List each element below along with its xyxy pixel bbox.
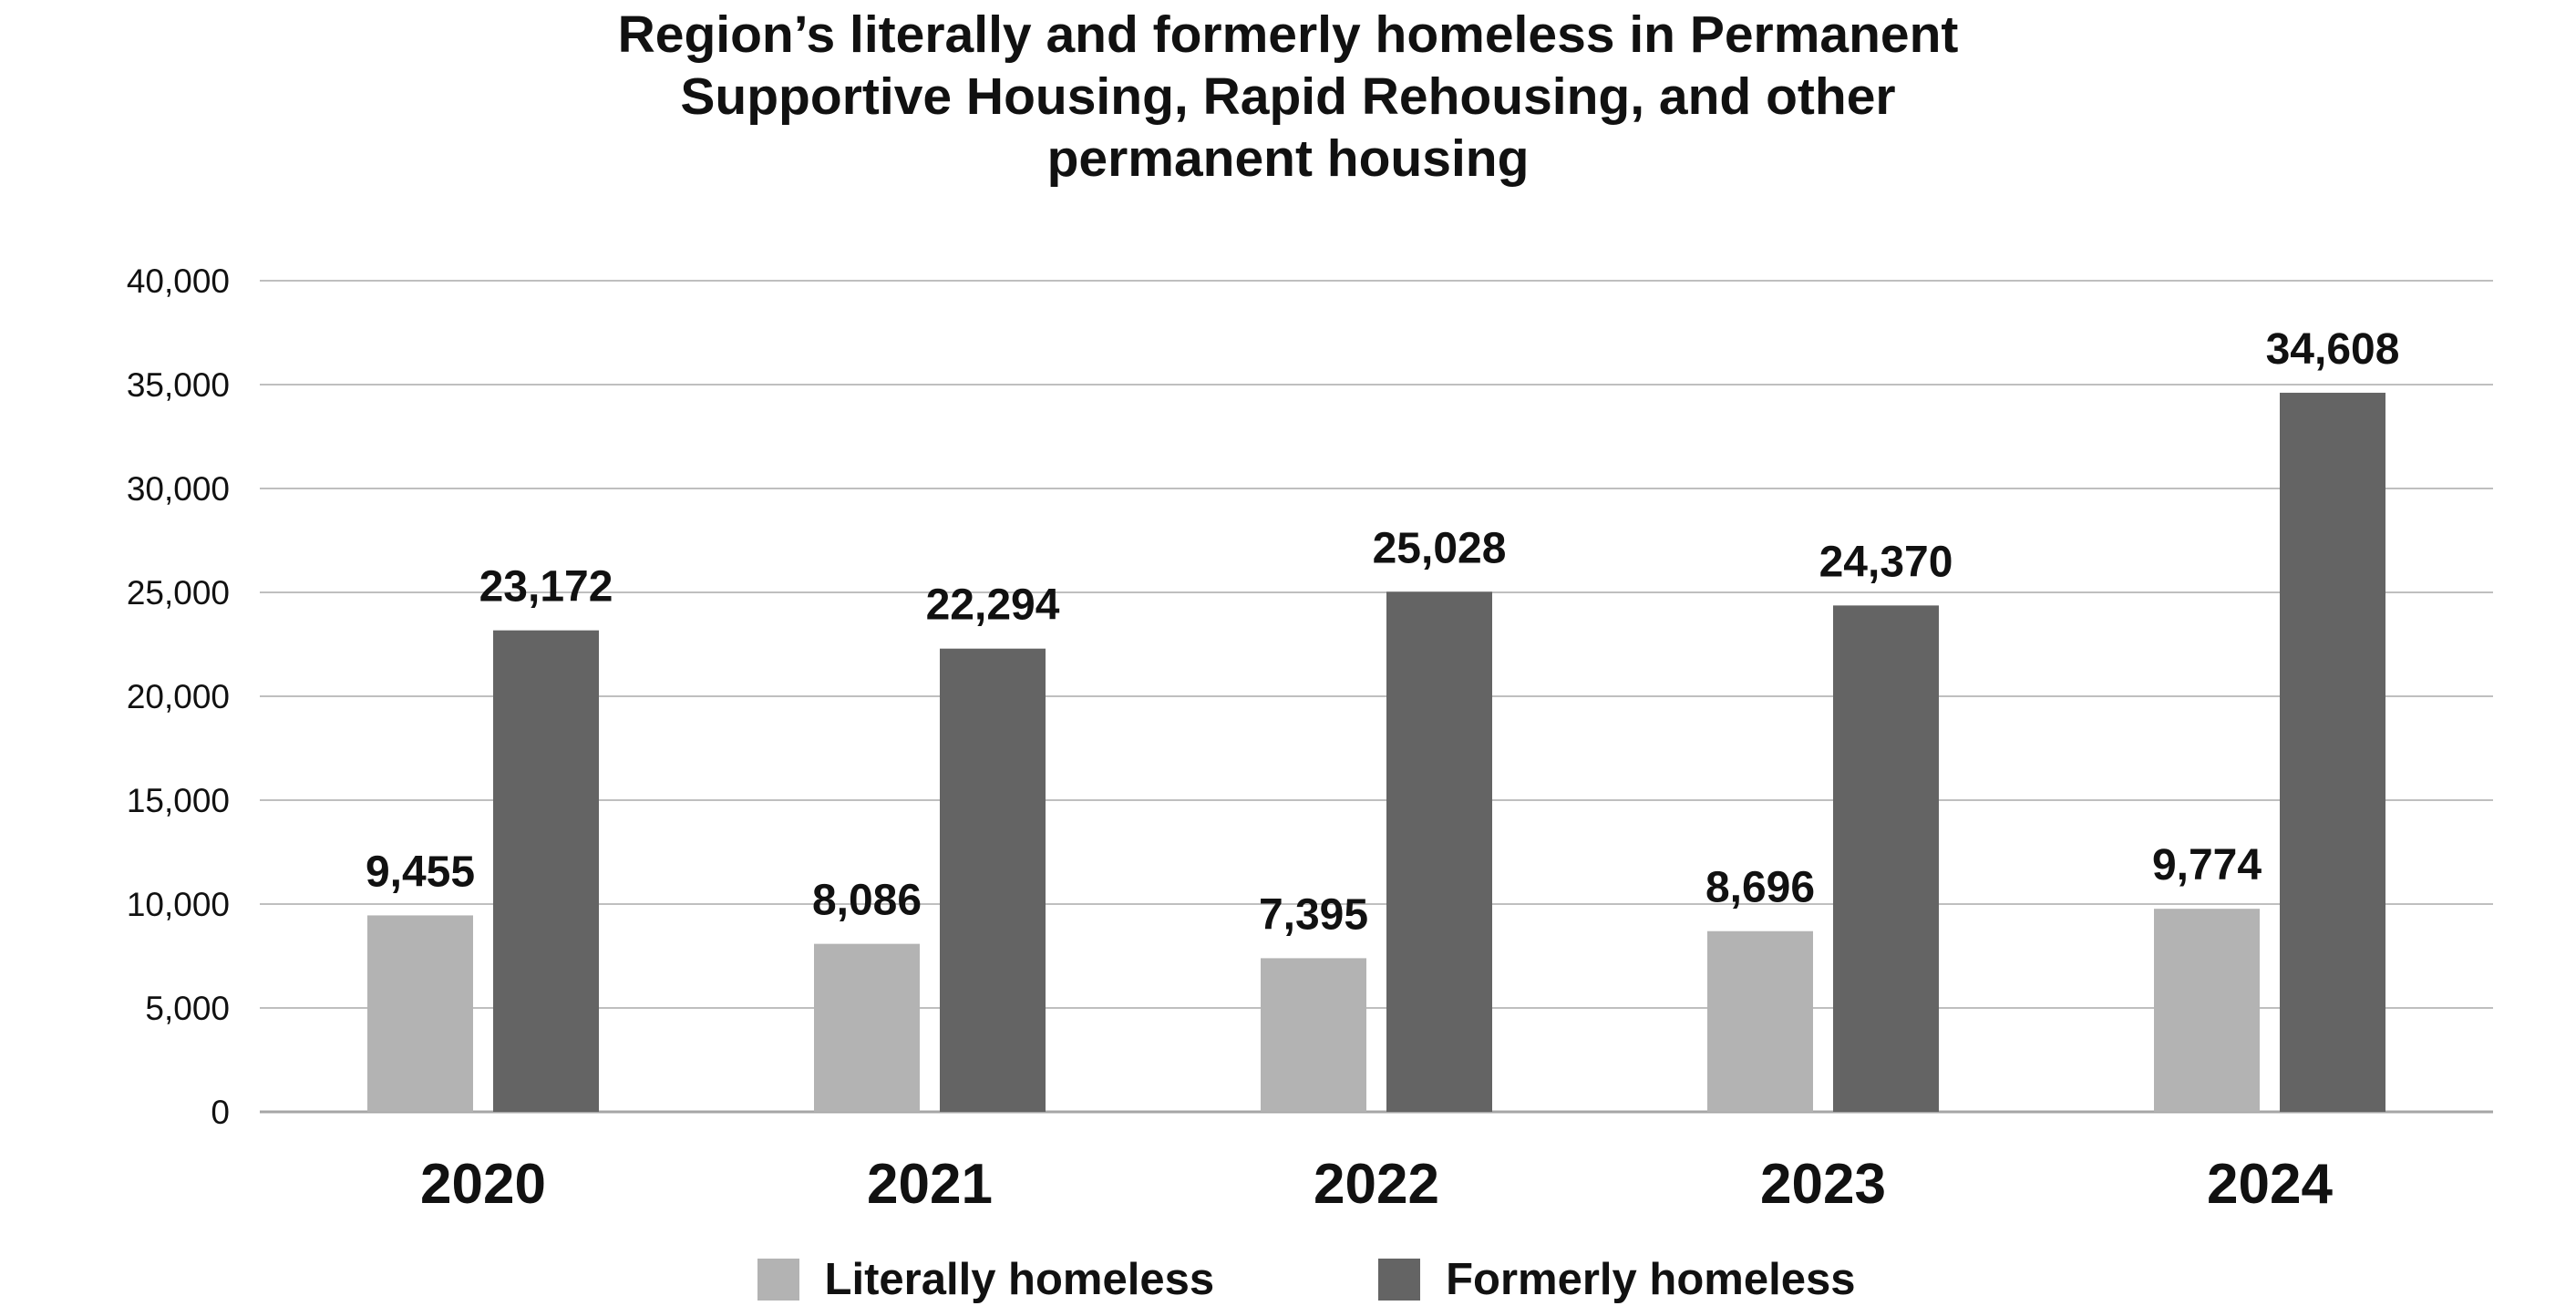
chart-title-line-2: Supportive Housing, Rapid Rehousing, and…	[680, 67, 1896, 126]
legend-item-literally-homeless: Literally homeless	[721, 1254, 1215, 1305]
bar-formerly-homeless-2023	[1833, 605, 1939, 1112]
legend-item-formerly-homeless: Formerly homeless	[1342, 1254, 1855, 1305]
data-label-literally-homeless-2020: 9,455	[366, 848, 475, 896]
gridlines	[260, 280, 2493, 1114]
data-label-formerly-homeless-2023: 24,370	[1819, 538, 1953, 586]
data-label-literally-homeless-2023: 8,696	[1705, 864, 1815, 912]
data-label-formerly-homeless-2024: 34,608	[2266, 325, 2400, 374]
legend-label-formerly-homeless: Formerly homeless	[1446, 1255, 1856, 1304]
y-tick-label-5000: 5,000	[145, 990, 230, 1027]
data-label-literally-homeless-2022: 7,395	[1259, 890, 1368, 939]
bars	[367, 392, 2385, 1112]
x-category-label-2020: 2020	[420, 1153, 546, 1216]
y-tick-label-40000: 40,000	[127, 262, 230, 300]
legend: Literally homeless Formerly homeless	[0, 1254, 2576, 1305]
data-label-literally-homeless-2021: 8,086	[812, 877, 922, 925]
data-label-formerly-homeless-2021: 22,294	[926, 581, 1060, 630]
x-category-label-2022: 2022	[1314, 1153, 1439, 1216]
y-tick-label-35000: 35,000	[127, 366, 230, 404]
y-tick-label-20000: 20,000	[127, 678, 230, 715]
legend-label-literally-homeless: Literally homeless	[824, 1255, 1215, 1304]
chart-title-line-1: Region’s literally and formerly homeless…	[617, 5, 1959, 64]
y-tick-label-30000: 30,000	[127, 470, 230, 508]
x-category-label-2023: 2023	[1760, 1153, 1886, 1216]
y-axis-ticks: 0 5,000 10,000 15,000 20,000 25,000 30,000 35,0…	[127, 262, 230, 1131]
bar-formerly-homeless-2021	[940, 648, 1046, 1112]
bar-literally-homeless-2021	[814, 943, 920, 1112]
bar-literally-homeless-2020	[367, 915, 473, 1112]
bar-formerly-homeless-2022	[1386, 591, 1492, 1112]
x-category-label-2024: 2024	[2207, 1153, 2333, 1216]
data-label-formerly-homeless-2020: 23,172	[479, 563, 613, 612]
legend-swatch-literally-homeless	[757, 1259, 799, 1301]
y-tick-label-10000: 10,000	[127, 886, 230, 923]
data-label-formerly-homeless-2022: 25,028	[1373, 524, 1507, 572]
y-tick-label-25000: 25,000	[127, 574, 230, 612]
chart-title-line-3: permanent housing	[1046, 129, 1530, 188]
data-label-literally-homeless-2024: 9,774	[2152, 841, 2262, 889]
bar-formerly-homeless-2024	[2280, 392, 2385, 1112]
bar-literally-homeless-2023	[1707, 930, 1813, 1112]
y-tick-label-0: 0	[211, 1094, 230, 1131]
bar-literally-homeless-2022	[1261, 958, 1366, 1112]
legend-swatch-formerly-homeless	[1378, 1259, 1421, 1301]
x-axis-categories: 2020 2021 2022 2023 2024	[420, 1153, 2333, 1216]
bar-formerly-homeless-2020	[493, 630, 599, 1112]
bar-literally-homeless-2024	[2154, 909, 2260, 1112]
chart-title: Region’s literally and formerly homeless…	[376, 4, 2200, 190]
y-tick-label-15000: 15,000	[127, 782, 230, 819]
x-category-label-2021: 2021	[867, 1153, 993, 1216]
data-labels: 9,455 23,172 8,086 22,294 7,395 25,028 8,696 24…	[366, 325, 2399, 939]
